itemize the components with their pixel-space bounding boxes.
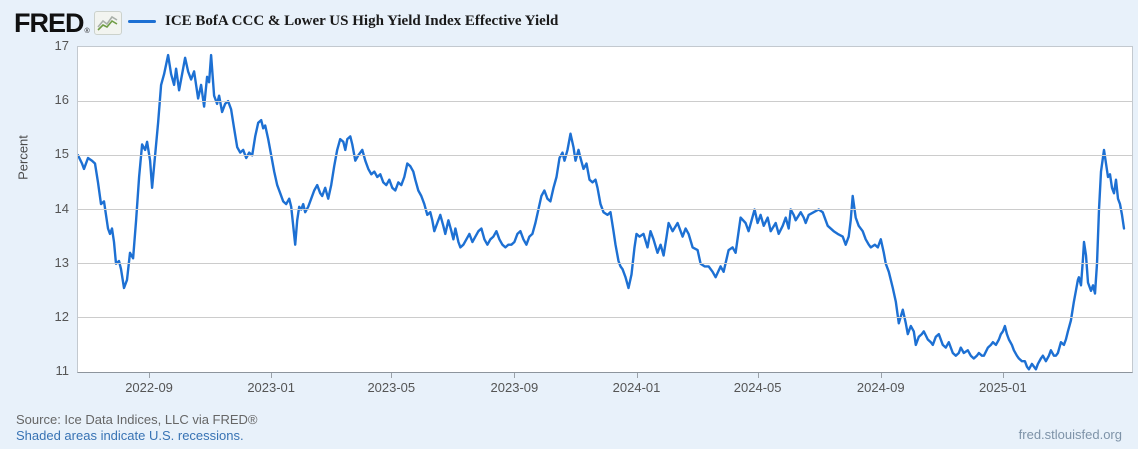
x-tick-mark xyxy=(149,373,151,378)
fred-sparkline-icon xyxy=(93,11,122,35)
gridline xyxy=(78,100,1132,102)
chart-title: ICE BofA CCC & Lower US High Yield Index… xyxy=(165,13,559,29)
plot-area[interactable] xyxy=(77,46,1133,373)
legend-line-swatch xyxy=(128,20,156,23)
x-tick-label: 2023-05 xyxy=(367,380,416,395)
x-tick-mark xyxy=(271,373,273,378)
registered-trademark-icon: ® xyxy=(84,27,90,35)
gridline xyxy=(78,209,1132,210)
gridline xyxy=(78,263,1132,265)
y-tick-label: 12 xyxy=(54,308,69,324)
x-tick-mark xyxy=(1002,373,1004,378)
x-tick-mark xyxy=(757,373,759,378)
y-tick-label: 14 xyxy=(54,200,69,216)
x-tick-label: 2024-01 xyxy=(612,380,661,395)
y-tick-label: 16 xyxy=(54,92,69,108)
x-tick-mark xyxy=(391,373,393,378)
gridline xyxy=(78,317,1132,319)
y-tick-label: 15 xyxy=(54,146,69,162)
x-tick-label: 2024-09 xyxy=(856,380,905,395)
x-tick-label: 2024-05 xyxy=(733,380,782,395)
fred-site-link[interactable]: fred.stlouisfed.org xyxy=(1018,427,1122,442)
legend: ICE BofA CCC & Lower US High Yield Index… xyxy=(128,13,558,30)
fred-logo-link[interactable]: FRED ® xyxy=(14,7,122,38)
x-tick-mark xyxy=(636,373,638,378)
fred-logo-text: FRED xyxy=(14,7,84,38)
y-tick-label: 17 xyxy=(54,38,69,53)
data-line-series[interactable] xyxy=(78,53,1126,371)
x-tick-mark xyxy=(514,373,516,378)
data-line-svg xyxy=(78,53,1126,371)
source-text: Source: Ice Data Indices, LLC via FRED® xyxy=(16,412,258,427)
recession-note-link[interactable]: Shaded areas indicate U.S. recessions. xyxy=(16,428,244,443)
x-tick-label: 2025-01 xyxy=(979,380,1027,395)
chart-header: FRED ® xyxy=(14,6,122,40)
gridline xyxy=(78,154,1132,156)
x-tick-mark xyxy=(880,373,882,378)
x-tick-label: 2022-09 xyxy=(125,380,173,395)
x-tick-label: 2023-01 xyxy=(247,380,296,395)
x-tick-label: 2023-09 xyxy=(490,380,539,395)
y-tick-label: 13 xyxy=(54,254,69,270)
y-tick-label: 11 xyxy=(55,363,70,378)
